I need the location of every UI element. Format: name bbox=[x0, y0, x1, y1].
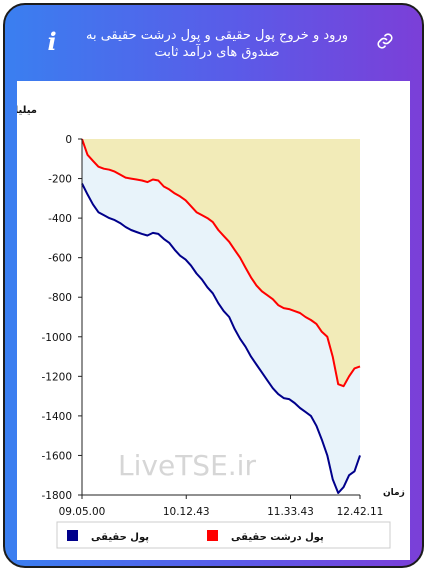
watermark: LiveTSE.ir bbox=[118, 449, 256, 482]
area-above-big-real-money bbox=[82, 139, 360, 387]
card-header: i ورود و خروج پول حقیقی و پول درشت حقیقی… bbox=[5, 5, 422, 81]
series-line-big-real-money bbox=[81, 138, 361, 388]
y-tick-label: -400 bbox=[48, 213, 72, 225]
link-icon[interactable] bbox=[376, 32, 394, 50]
y-axis-label: میلیارد تومان bbox=[17, 105, 37, 116]
y-tick-label: -1800 bbox=[41, 490, 72, 502]
y-tick-label: -1600 bbox=[41, 450, 72, 462]
chart-card: i ورود و خروج پول حقیقی و پول درشت حقیقی… bbox=[3, 3, 424, 568]
x-axis-label: زمان bbox=[383, 488, 405, 498]
y-tick-label: -200 bbox=[48, 174, 72, 186]
legend-swatch-big-real-money[interactable] bbox=[207, 530, 218, 541]
x-tick-label: 09.05.00 bbox=[59, 506, 106, 518]
legend: پول حقیقی پول درشت حقیقی bbox=[56, 521, 391, 549]
x-tick-label: 10.12.43 bbox=[163, 506, 210, 518]
y-tick-label: -800 bbox=[48, 292, 72, 304]
y-tick-label: 0 bbox=[65, 134, 72, 146]
y-tick-label: -1200 bbox=[41, 371, 72, 383]
area-between-series bbox=[82, 139, 360, 493]
series-line-real-money bbox=[81, 183, 361, 494]
chart-title: ورود و خروج پول حقیقی و پول درشت حقیقی ب… bbox=[85, 28, 348, 60]
info-icon[interactable]: i bbox=[47, 27, 57, 56]
legend-box bbox=[56, 521, 391, 549]
plot-area: 0 -200 -400 -600 -800 -1000 -1200 -1400 -1600 -18… bbox=[41, 134, 383, 518]
legend-label-big-real-money[interactable]: پول درشت حقیقی bbox=[231, 532, 324, 543]
legend-label-real-money[interactable]: پول حقیقی bbox=[91, 532, 149, 543]
chart-panel: میلیارد تومان 0 -200 -400 -600 -800 -1000 -120… bbox=[5, 81, 410, 560]
legend-swatch-real-money[interactable] bbox=[67, 530, 78, 541]
x-tick-label: 12.42.11 bbox=[337, 506, 384, 518]
line-chart: میلیارد تومان 0 -200 -400 -600 -800 -1000 -120… bbox=[5, 105, 405, 549]
y-tick-label: -600 bbox=[48, 253, 72, 265]
y-tick-label: -1400 bbox=[41, 411, 72, 423]
y-tick-label: -1000 bbox=[41, 332, 72, 344]
x-tick-label: 11.33.43 bbox=[267, 506, 314, 518]
